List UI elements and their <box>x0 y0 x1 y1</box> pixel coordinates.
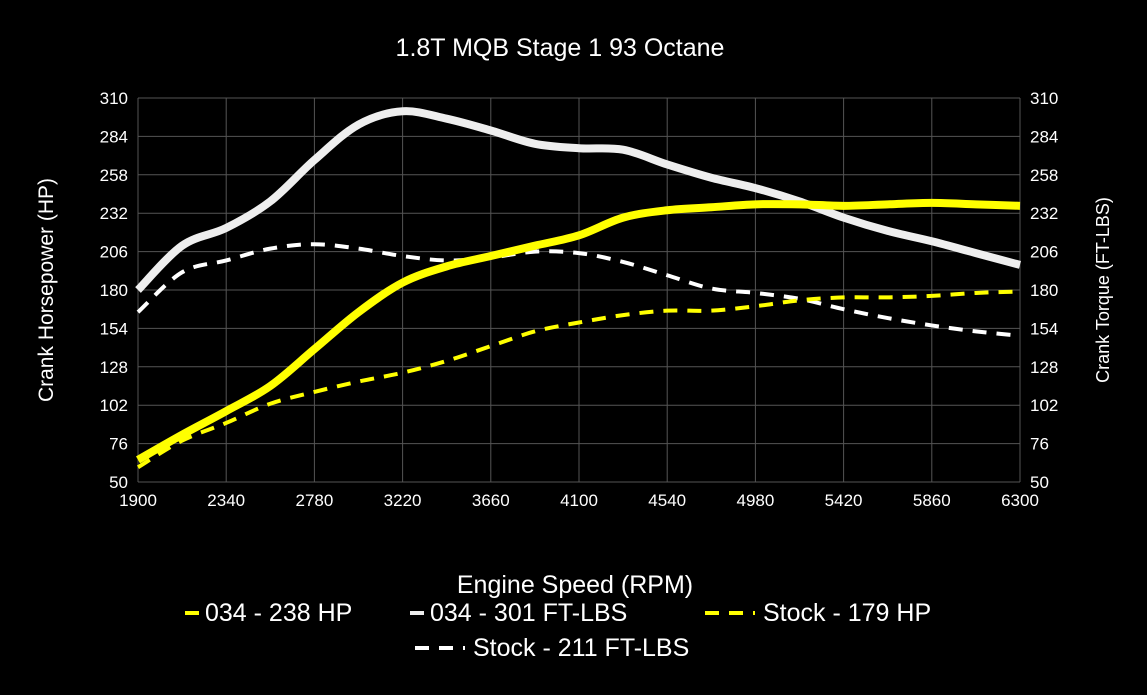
y-tick-label: 76 <box>109 435 128 454</box>
x-tick-label: 2780 <box>295 491 333 510</box>
y2-tick-label: 102 <box>1030 396 1058 415</box>
chart-title: 1.8T MQB Stage 1 93 Octane <box>396 34 725 62</box>
y2-tick-label: 76 <box>1030 435 1049 454</box>
x-tick-label: 4100 <box>560 491 598 510</box>
x-tick-label: 5420 <box>825 491 863 510</box>
series-lines <box>135 107 1022 469</box>
x-tick-label: 6300 <box>1001 491 1039 510</box>
legend-label-3: Stock - 211 FT-LBS <box>473 634 689 662</box>
y2-tick-label: 206 <box>1030 243 1058 262</box>
series-line-3 <box>136 242 1021 338</box>
y-tick-label: 232 <box>100 204 128 223</box>
y-tick-label: 206 <box>100 243 128 262</box>
x-tick-label: 1900 <box>119 491 157 510</box>
grid <box>137 97 1021 483</box>
y-tick-label: 154 <box>100 319 128 338</box>
y-tick-label: 102 <box>100 396 128 415</box>
x-tick-label: 4980 <box>736 491 774 510</box>
legend-label-1: 034 - 301 FT-LBS <box>430 599 627 627</box>
x-tick-label: 5860 <box>913 491 951 510</box>
x-tick-label: 3220 <box>384 491 422 510</box>
y-tick-labels: 50 76 102 128 154 180 206 232 258 284 310 <box>100 89 128 492</box>
legend-label-2: Stock - 179 HP <box>763 599 931 627</box>
y2-tick-labels: 50 76 102 128 154 180 206 232 258 284 310 <box>1030 89 1058 492</box>
y-tick-label: 128 <box>100 358 128 377</box>
legend: 034 - 238 HP 034 - 301 FT-LBS Stock - 179 … <box>185 599 931 662</box>
series-line-2 <box>136 289 1021 469</box>
y-tick-label: 258 <box>100 166 128 185</box>
y2-axis-label: Crank Torque (FT-LBS) <box>1093 197 1113 383</box>
y-tick-label: 284 <box>100 127 128 146</box>
y-axis-label: Crank Horsepower (HP) <box>35 178 58 402</box>
y2-tick-label: 154 <box>1030 319 1058 338</box>
y2-tick-label: 180 <box>1030 281 1058 300</box>
x-tick-label: 2340 <box>207 491 245 510</box>
x-tick-label: 4540 <box>648 491 686 510</box>
y2-tick-label: 50 <box>1030 473 1049 492</box>
x-tick-label: 3660 <box>472 491 510 510</box>
y2-tick-label: 284 <box>1030 127 1058 146</box>
y2-tick-label: 310 <box>1030 89 1058 108</box>
y2-tick-label: 128 <box>1030 358 1058 377</box>
x-tick-labels: 1900 2340 2780 3220 3660 4100 4540 4980 5420 5860… <box>119 491 1039 510</box>
y2-tick-label: 258 <box>1030 166 1058 185</box>
series-line-1 <box>135 107 1022 293</box>
x-axis-label: Engine Speed (RPM) <box>457 571 693 599</box>
y-tick-label: 180 <box>100 281 128 300</box>
series-line-0 <box>136 198 1021 464</box>
legend-label-0: 034 - 238 HP <box>205 599 352 627</box>
y-tick-label: 50 <box>109 473 128 492</box>
y2-tick-label: 232 <box>1030 204 1058 223</box>
y-tick-label: 310 <box>100 89 128 108</box>
